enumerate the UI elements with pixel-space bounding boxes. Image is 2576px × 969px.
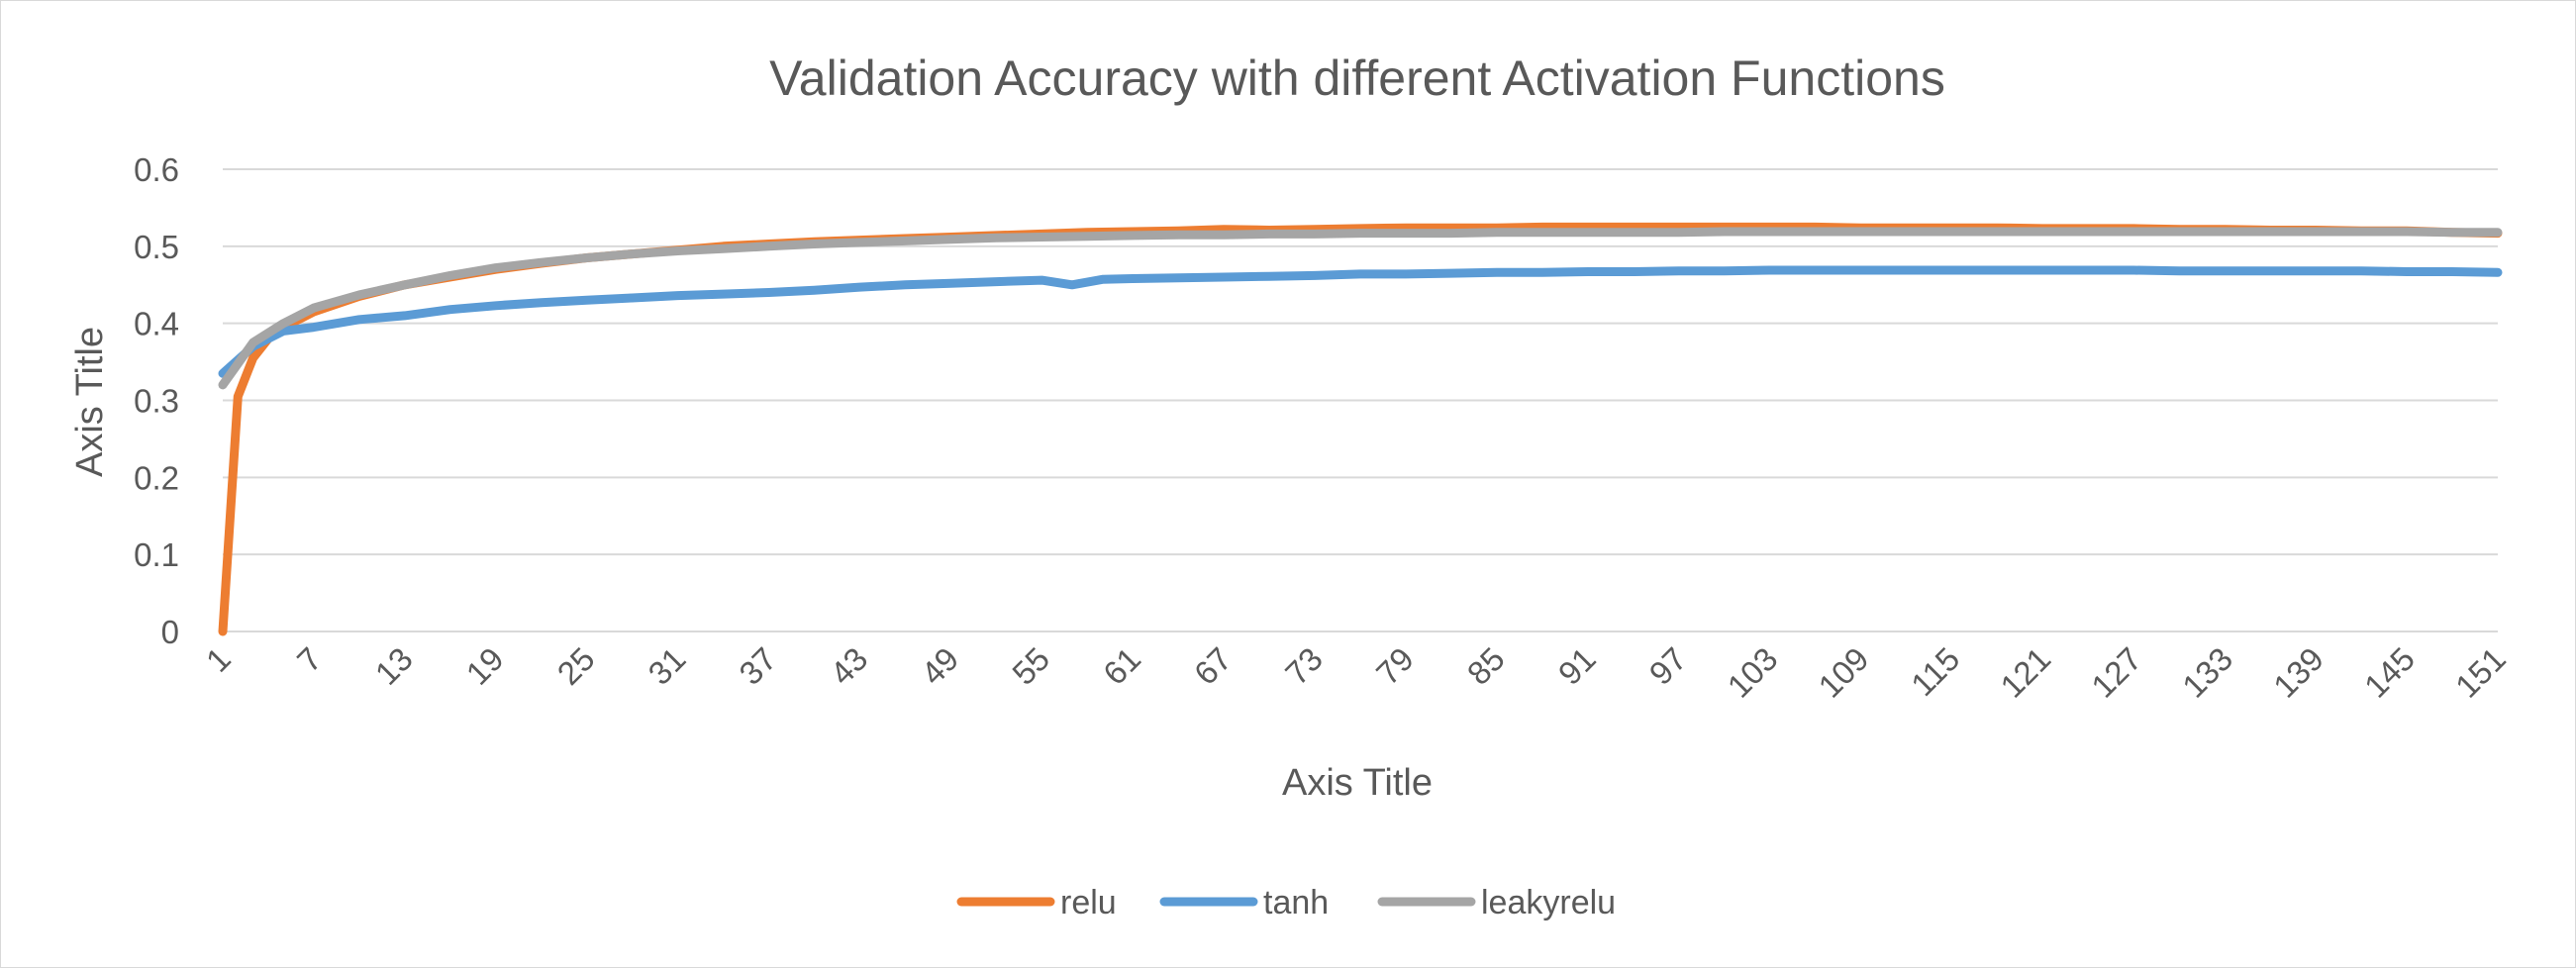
x-tick-label: 55 <box>1005 640 1056 692</box>
x-tick-label: 103 <box>1720 640 1784 705</box>
legend-label-tanh: tanh <box>1263 884 1329 921</box>
x-tick-label: 19 <box>459 640 511 692</box>
x-tick-label: 97 <box>1642 640 1694 692</box>
y-axis-title: Axis Title <box>69 327 111 477</box>
x-tick-label: 43 <box>823 640 874 692</box>
x-tick-label: 115 <box>1904 640 1966 703</box>
legend-label-relu: relu <box>1060 884 1117 921</box>
x-tick-label: 145 <box>2357 640 2422 705</box>
y-tick-label: 0.3 <box>134 383 179 420</box>
x-tick-label: 73 <box>1278 640 1330 692</box>
x-tick-label: 79 <box>1369 640 1421 692</box>
x-tick-label: 31 <box>641 640 692 692</box>
x-tick-label: 109 <box>1811 640 1875 705</box>
y-tick-label: 0.4 <box>134 306 179 342</box>
x-tick-label: 25 <box>550 640 602 692</box>
series-line-leakyrelu <box>218 227 2503 390</box>
x-tick-label: 127 <box>2084 640 2148 705</box>
y-tick-label: 0.1 <box>134 536 179 573</box>
legend-label-leakyrelu: leakyrelu <box>1481 884 1616 921</box>
x-axis-ticks: 1 7 13 19 25 31 37 43 49 55 61 67 73 79 85 91 97 103 109 11… <box>199 640 2513 705</box>
series-line-relu <box>218 222 2503 636</box>
chart-title: Validation Accuracy with different Activ… <box>769 50 1945 106</box>
x-tick-label: 85 <box>1460 640 1512 692</box>
x-tick-label: 133 <box>2175 640 2239 705</box>
series-line-tanh <box>218 265 2503 378</box>
x-tick-label: 1 <box>199 640 238 679</box>
x-tick-label: 37 <box>732 640 783 692</box>
x-tick-label: 67 <box>1187 640 1238 692</box>
legend: relu tanh leakyrelu <box>956 884 1616 921</box>
y-tick-label: 0 <box>161 614 179 650</box>
x-tick-label: 13 <box>368 640 420 692</box>
x-tick-label: 139 <box>2266 640 2330 705</box>
y-axis-ticks: 0 0.1 0.2 0.3 0.4 0.5 0.6 <box>134 151 179 650</box>
y-tick-label: 0.6 <box>134 151 179 188</box>
y-tick-label: 0.2 <box>134 459 179 496</box>
y-tick-label: 0.5 <box>134 229 179 265</box>
x-tick-label: 151 <box>2448 640 2513 705</box>
x-tick-label: 91 <box>1551 640 1603 692</box>
x-tick-label: 61 <box>1096 640 1147 692</box>
x-tick-label: 7 <box>290 640 329 679</box>
x-tick-label: 121 <box>1993 640 2057 705</box>
x-tick-label: 49 <box>914 640 965 692</box>
series-lines <box>218 222 2503 636</box>
gridlines <box>223 168 2498 632</box>
x-axis-title: Axis Title <box>1282 762 1433 804</box>
